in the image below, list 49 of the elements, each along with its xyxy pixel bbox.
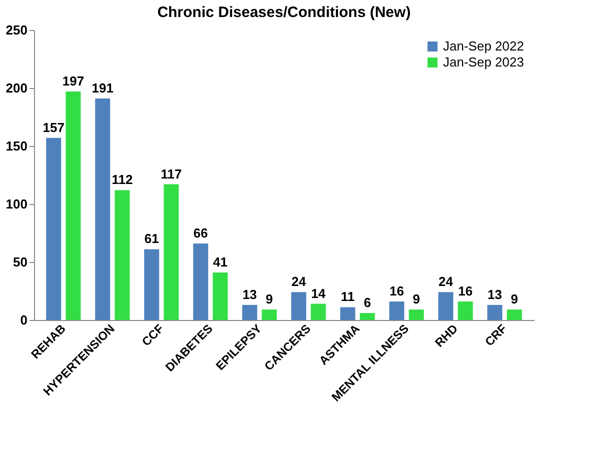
bar (262, 310, 277, 320)
y-tick-label: 50 (13, 254, 28, 270)
y-tick-label: 100 (6, 196, 28, 212)
bar (242, 304, 258, 320)
bar (46, 138, 62, 320)
data-label: 41 (213, 254, 228, 270)
bar (95, 98, 110, 320)
data-label: 14 (311, 286, 326, 301)
data-label: 157 (42, 120, 64, 135)
bar (212, 272, 228, 320)
data-label: 9 (266, 292, 273, 307)
bar (506, 310, 522, 320)
data-label: 9 (412, 292, 420, 307)
legend-label: Jan-Sep 2023 (443, 54, 524, 70)
bar (114, 190, 130, 320)
bar (164, 184, 179, 320)
data-label: 9 (510, 292, 518, 307)
chart-title: Chronic Diseases/Conditions (New) (157, 4, 411, 21)
data-label: 13 (242, 286, 257, 302)
bar (360, 313, 375, 320)
data-label: 16 (390, 283, 404, 298)
y-tick-label: 200 (6, 80, 28, 96)
y-tick-label: 250 (6, 22, 28, 38)
data-label: 24 (438, 274, 454, 290)
data-label: 6 (364, 295, 371, 310)
bar (340, 307, 356, 320)
bar (291, 292, 306, 320)
bar (389, 301, 404, 320)
data-label: 191 (92, 80, 114, 96)
y-tick-label: 0 (20, 312, 28, 328)
data-label: 11 (340, 289, 355, 304)
data-label: 117 (160, 166, 182, 182)
data-label: 16 (458, 283, 473, 298)
bar (408, 310, 424, 320)
data-label: 66 (193, 225, 208, 240)
y-tick-label: 150 (6, 138, 28, 154)
bar (438, 292, 454, 320)
data-label: 61 (144, 231, 159, 246)
bar (458, 301, 473, 320)
bar (66, 91, 81, 320)
data-label: 112 (112, 172, 133, 188)
bar (487, 304, 502, 320)
bar (144, 249, 160, 320)
bar (310, 304, 326, 320)
data-label: 13 (488, 286, 502, 302)
data-label: 24 (291, 274, 307, 290)
legend-label: Jan-Sep 2022 (443, 38, 524, 54)
data-label: 197 (62, 73, 84, 88)
bar (193, 243, 208, 320)
